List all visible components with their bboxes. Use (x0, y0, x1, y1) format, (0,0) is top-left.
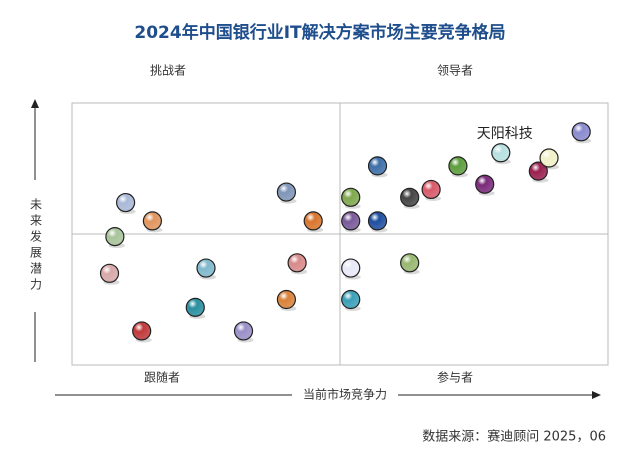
x-axis-label: 当前市场竞争力 (303, 387, 387, 402)
point (105, 227, 125, 247)
point (276, 182, 296, 202)
source-note: 数据来源：赛迪顾问 2025，06 (422, 429, 606, 445)
point (571, 122, 591, 142)
point (400, 253, 420, 273)
point (115, 192, 136, 213)
point (539, 148, 559, 168)
y-axis-label: 未来发展潜力 (29, 198, 43, 294)
point (367, 156, 388, 176)
point (185, 297, 205, 317)
point (341, 187, 361, 207)
point (99, 263, 120, 283)
point (367, 211, 388, 231)
points: 天阳科技 (99, 122, 592, 343)
point (491, 143, 511, 163)
quadrant-label: 挑战者 (150, 64, 186, 78)
point (233, 321, 254, 341)
point (132, 321, 152, 341)
quadrant-label: 跟随者 (144, 370, 180, 385)
point (142, 211, 162, 231)
point (448, 156, 468, 176)
quadrant-label: 参与者 (437, 370, 473, 385)
point (276, 289, 296, 310)
point (303, 211, 323, 231)
x-axis-arrowhead (592, 391, 601, 399)
point (196, 258, 216, 278)
point (341, 211, 361, 231)
point (400, 187, 420, 207)
quadrant-label: 领导者 (437, 64, 473, 78)
y-axis-arrowhead (31, 99, 39, 108)
point (341, 258, 361, 278)
point (421, 179, 441, 200)
point-label: 天阳科技 (477, 126, 533, 142)
point (287, 253, 307, 273)
point (475, 174, 495, 194)
point (528, 161, 548, 181)
point (341, 289, 361, 310)
chart-title: 2024年中国银行业IT解决方案市场主要竞争格局 (134, 22, 505, 43)
